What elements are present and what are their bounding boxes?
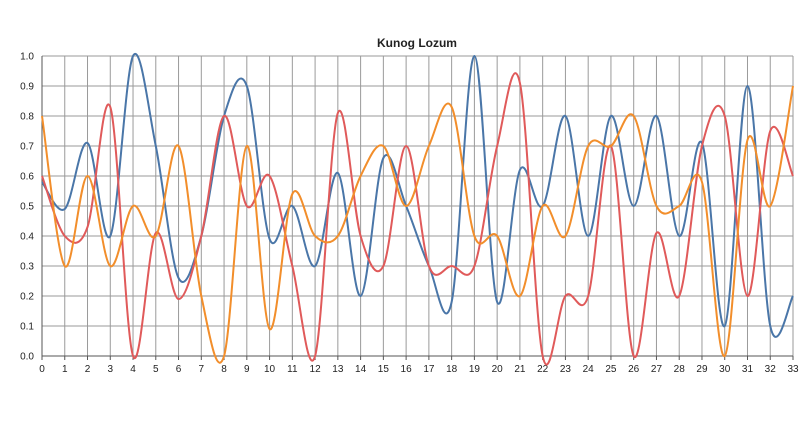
y-tick-labels: 0.0 0.1 0.2 0.3 0.4 0.5 0.6 0.7 0.8 0.9 1.0	[20, 52, 34, 363]
x-tick-label: 9	[244, 364, 250, 375]
series-line-2	[41, 72, 794, 366]
x-tick-label: 17	[423, 364, 435, 375]
x-tick-label: 32	[765, 364, 777, 375]
y-tick-label: 0.4	[20, 232, 34, 243]
x-tick-label: 27	[651, 364, 663, 375]
axes	[41, 56, 794, 360]
x-tick-label: 31	[742, 364, 754, 375]
y-tick-label: 0.6	[20, 172, 34, 183]
y-tick-label: 0.3	[20, 262, 34, 273]
x-tick-label: 2	[85, 364, 91, 375]
x-tick-label: 24	[583, 364, 595, 375]
x-tick-label: 22	[537, 364, 549, 375]
y-tick-label: 0.9	[20, 82, 34, 93]
x-tick-label: 7	[199, 364, 205, 375]
x-tick-label: 13	[332, 364, 344, 375]
y-tick-label: 1.0	[20, 52, 34, 63]
x-tick-label: 8	[221, 364, 227, 375]
x-tick-label: 21	[514, 364, 526, 375]
x-tick-label: 16	[401, 364, 413, 375]
x-tick-label: 5	[153, 364, 159, 375]
y-tick-label: 0.5	[20, 202, 34, 213]
series-lines	[41, 52, 794, 366]
x-tick-label: 20	[492, 364, 504, 375]
series-line-1	[41, 52, 794, 338]
y-tick-label: 0.7	[20, 142, 34, 153]
y-tick-label: 0.0	[20, 352, 34, 363]
series-line-3	[41, 85, 794, 364]
y-tick-label: 0.2	[20, 292, 34, 303]
x-tick-label: 4	[130, 364, 136, 375]
x-tick-label: 1	[62, 364, 68, 375]
x-tick-label: 12	[310, 364, 322, 375]
x-tick-label: 0	[39, 364, 45, 375]
x-tick-label: 14	[355, 364, 367, 375]
y-tick-label: 0.8	[20, 112, 34, 123]
chart-title: Kunog Lozum	[377, 36, 457, 50]
x-tick-label: 11	[287, 364, 298, 375]
x-tick-labels: 0 1 2 3 4 5 6 7 8 9 10 11 12 13 14 15 16 17 18 19 20 21 22 23 24…	[39, 364, 799, 375]
x-tick-label: 3	[107, 364, 113, 375]
x-tick-label: 30	[719, 364, 731, 375]
x-tick-label: 19	[469, 364, 481, 375]
x-tick-label: 28	[674, 364, 686, 375]
x-tick-label: 10	[264, 364, 276, 375]
x-tick-label: 29	[696, 364, 708, 375]
x-tick-label: 15	[378, 364, 390, 375]
x-tick-label: 26	[628, 364, 640, 375]
x-tick-label: 6	[176, 364, 182, 375]
x-tick-label: 25	[605, 364, 617, 375]
y-tick-label: 0.1	[20, 322, 34, 333]
x-tick-label: 33	[787, 364, 799, 375]
x-tick-label: 18	[446, 364, 458, 375]
x-tick-label: 23	[560, 364, 572, 375]
